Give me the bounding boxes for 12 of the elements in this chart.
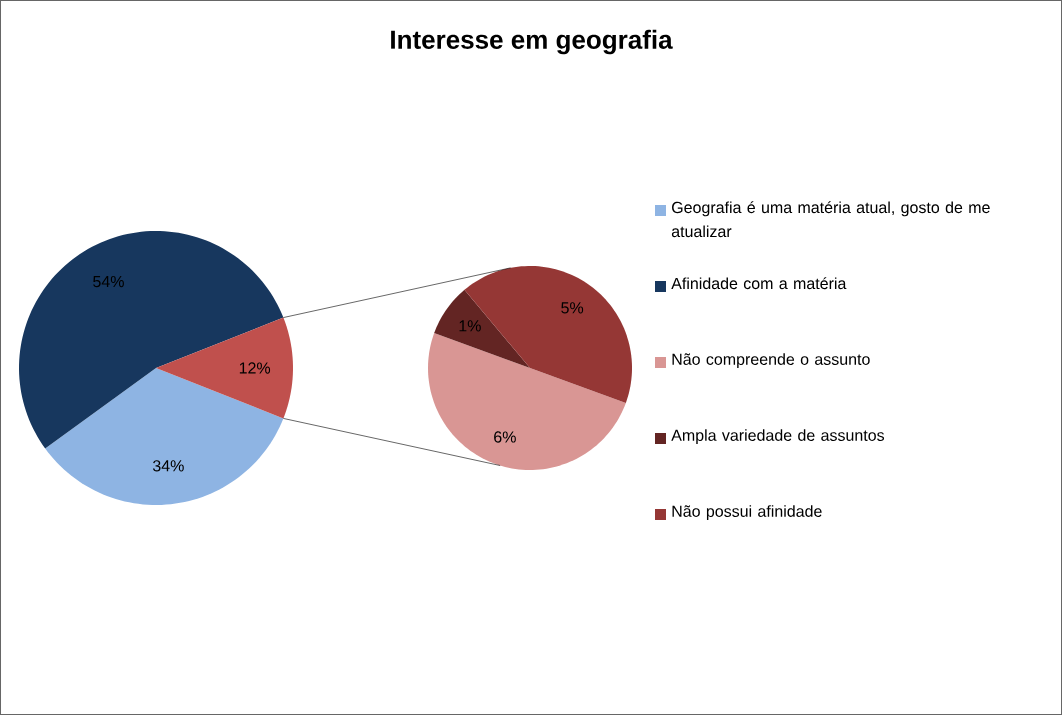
legend-label: Não compreende o assunto (672, 353, 870, 369)
legend-label: Não possui afinidade (672, 505, 822, 521)
data-label: 1% (459, 320, 481, 332)
data-label: 34% (152, 460, 184, 472)
data-label: 12% (239, 362, 271, 374)
legend-label: Afinidade com a matéria (671, 277, 847, 290)
legend-label: Ampla variedade de assuntos (671, 429, 885, 445)
data-label: 54% (93, 275, 124, 288)
chart-title: Interesse em geografia (391, 29, 673, 55)
data-label: 5% (561, 302, 584, 314)
legend-label: Geografia é uma matéria atual, gosto de me atualizar (671, 201, 990, 238)
data-label: 6% (494, 431, 516, 443)
